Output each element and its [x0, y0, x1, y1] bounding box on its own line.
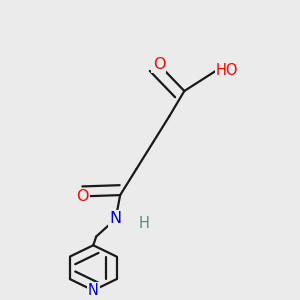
Text: H: H	[139, 217, 149, 232]
Text: N: N	[110, 212, 122, 226]
Text: O: O	[76, 189, 89, 204]
Text: N: N	[88, 283, 99, 298]
Text: HO: HO	[216, 63, 238, 78]
Text: O: O	[153, 57, 165, 72]
